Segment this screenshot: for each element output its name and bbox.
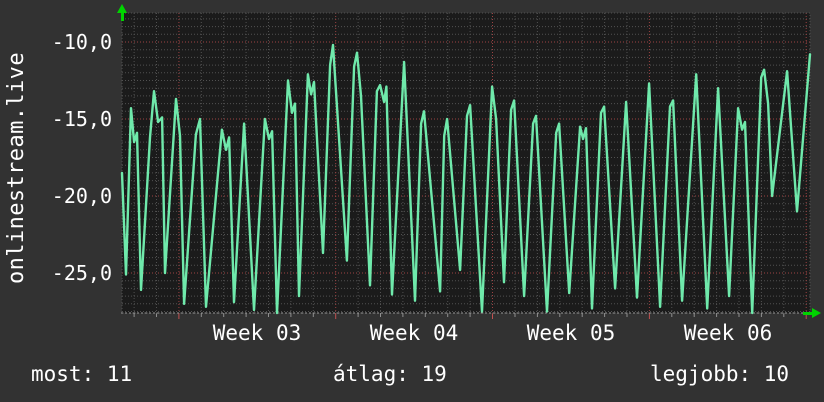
x-tick-label: Week 05: [526, 321, 616, 345]
y-tick-label: -20,0: [51, 184, 112, 208]
x-tick-label: Week 06: [683, 321, 773, 345]
x-axis-arrow-stem: [803, 312, 812, 315]
x-tick-label: Week 04: [369, 321, 459, 345]
x-tick-label: Week 03: [212, 321, 302, 345]
y-axis-arrow-up-icon: [117, 4, 127, 13]
y-tick-label: -15,0: [51, 107, 112, 131]
stat-most: most: 11: [31, 362, 133, 386]
stat-atlag: átlag: 19: [333, 362, 447, 386]
series-line: [120, 43, 812, 315]
x-axis-arrow-right-icon: [812, 308, 821, 318]
y-axis-arrow-stem: [121, 12, 124, 21]
axis-ticks: [133, 313, 807, 319]
y-tick-label: -10,0: [51, 30, 112, 54]
vertical-axis-title: onlinestream.live: [4, 52, 29, 284]
grid-minor: [122, 13, 810, 313]
stat-legjobb: legjobb: 10: [650, 362, 790, 386]
y-tick-label: -25,0: [51, 261, 112, 285]
